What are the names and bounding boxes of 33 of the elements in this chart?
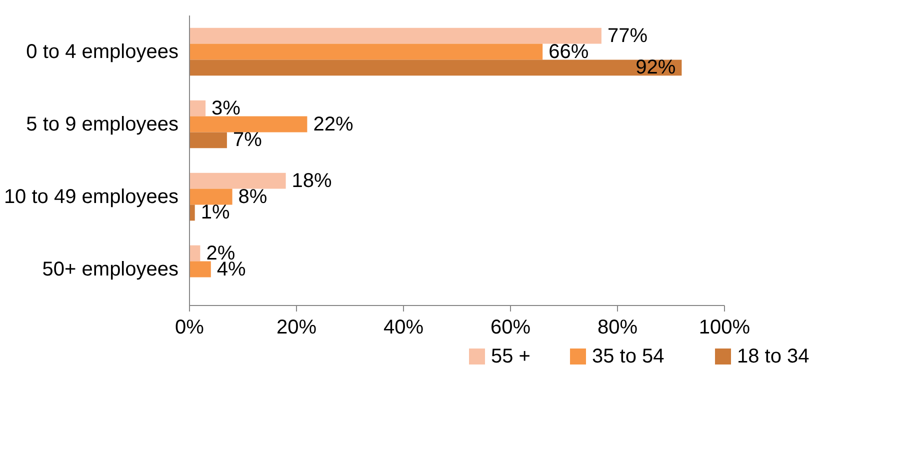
data-label: 92% [636, 56, 676, 79]
bar [190, 204, 195, 221]
bar [190, 245, 200, 262]
x-tick-label: 60% [490, 316, 531, 338]
bar [190, 261, 211, 278]
data-label: 77% [607, 24, 648, 47]
x-tick-label: 0% [175, 316, 204, 338]
legend-label: 35 to 54 [592, 346, 664, 368]
x-tick-label: 40% [383, 316, 424, 338]
y-tick-label: 10 to 49 employees [4, 186, 178, 208]
data-label: 66% [548, 40, 589, 63]
data-label: 18% [292, 170, 332, 192]
x-tick-label: 20% [276, 316, 317, 338]
y-tick-label: 50+ employees [42, 258, 178, 280]
data-label: 1% [200, 202, 230, 224]
y-tick-label: 5 to 9 employees [26, 113, 179, 136]
y-tick-label: 0 to 4 employees [26, 40, 179, 63]
x-tick-label: 100% [698, 316, 750, 338]
bar [190, 100, 206, 116]
bar [190, 116, 308, 132]
bar [190, 188, 232, 205]
bar [190, 172, 286, 189]
bar [190, 28, 602, 44]
legend-label: 55 + [491, 346, 530, 368]
bar [190, 60, 682, 76]
bar [190, 132, 227, 148]
legend-label: 18 to 34 [737, 346, 810, 368]
bar [190, 44, 543, 60]
data-label: 8% [238, 186, 268, 208]
data-label: 7% [232, 129, 262, 152]
data-label: 3% [212, 97, 241, 120]
data-label: 22% [313, 113, 354, 136]
x-tick-label: 80% [597, 316, 638, 338]
